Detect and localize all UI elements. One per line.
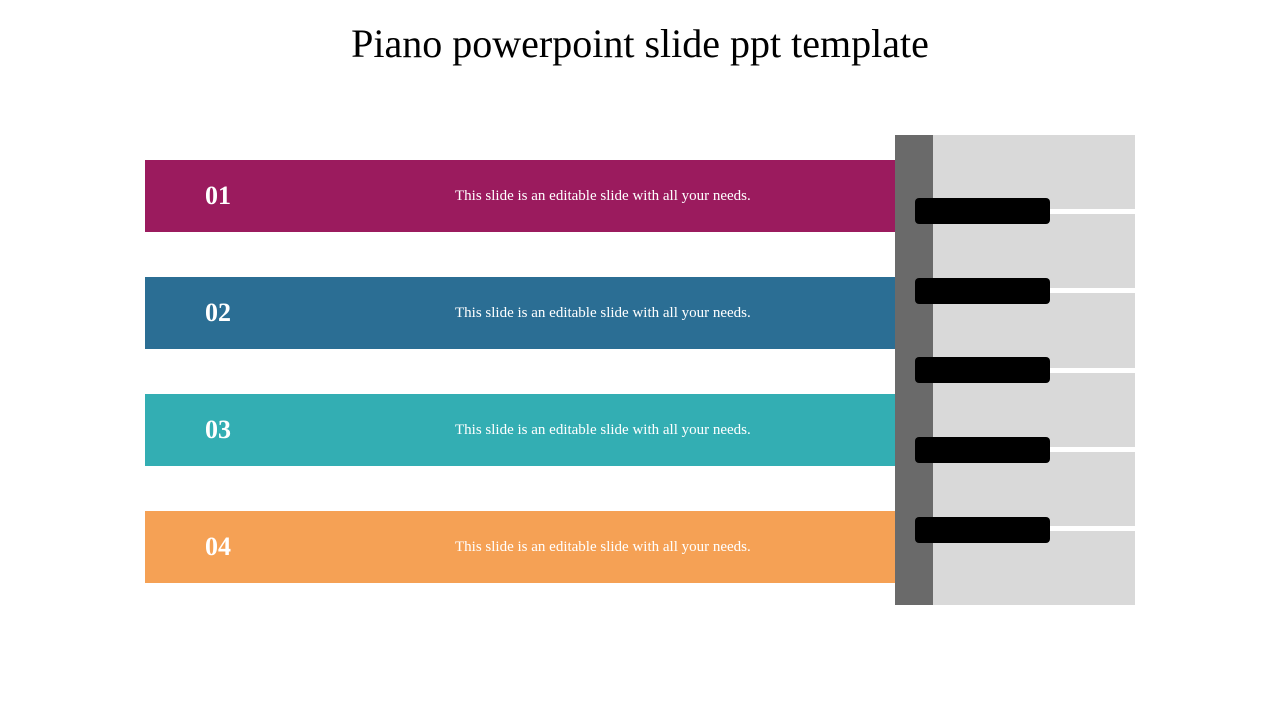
slide-title: Piano powerpoint slide ppt template <box>0 0 1280 67</box>
bar-number-02: 02 <box>205 298 305 328</box>
bar-text-01: This slide is an editable slide with all… <box>455 188 751 205</box>
black-key <box>915 357 1050 383</box>
bar-number-01: 01 <box>205 181 305 211</box>
bar-02: 02 This slide is an editable slide with … <box>145 277 895 349</box>
bar-text-02: This slide is an editable slide with all… <box>455 305 751 322</box>
bars-container: 01 This slide is an editable slide with … <box>145 160 895 628</box>
black-keys <box>915 135 1050 605</box>
piano-graphic <box>895 135 1135 605</box>
content-area: 01 This slide is an editable slide with … <box>145 135 1135 605</box>
bar-text-04: This slide is an editable slide with all… <box>455 539 751 556</box>
bar-01: 01 This slide is an editable slide with … <box>145 160 895 232</box>
black-key <box>915 517 1050 543</box>
bar-number-04: 04 <box>205 532 305 562</box>
black-key <box>915 278 1050 304</box>
bar-text-03: This slide is an editable slide with all… <box>455 422 751 439</box>
black-key <box>915 198 1050 224</box>
black-key <box>915 437 1050 463</box>
bar-03: 03 This slide is an editable slide with … <box>145 394 895 466</box>
bar-04: 04 This slide is an editable slide with … <box>145 511 895 583</box>
bar-number-03: 03 <box>205 415 305 445</box>
